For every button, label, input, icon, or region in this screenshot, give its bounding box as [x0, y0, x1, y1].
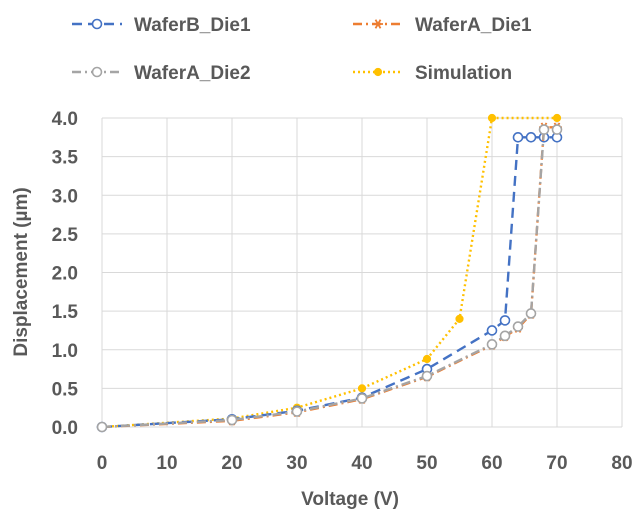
data-point	[486, 325, 498, 336]
data-point	[96, 421, 108, 433]
data-point	[552, 113, 562, 123]
x-tick-label: 40	[351, 453, 372, 474]
data-point	[499, 330, 511, 342]
legend-label: WaferA_Die1	[415, 15, 532, 36]
data-point	[226, 414, 238, 426]
x-tick-label: 30	[286, 453, 307, 474]
data-point	[538, 124, 550, 135]
legend-label: WaferA_Die2	[134, 63, 251, 84]
x-tick-label: 0	[97, 453, 108, 474]
y-tick-label: 2.5	[52, 225, 79, 246]
data-point	[356, 393, 368, 404]
data-point	[486, 339, 498, 350]
y-tick-label: 0.5	[52, 379, 79, 400]
data-point	[551, 124, 563, 135]
data-point	[525, 132, 537, 143]
x-tick-label: 50	[416, 453, 437, 474]
legend-item: Simulation	[353, 63, 512, 84]
data-point	[512, 132, 524, 143]
tick-labels: 0 10 20 30 40 50 60 70 80 0.0 0.5 1.0 1.5 2.0 2.5 3.0 3.…	[52, 109, 633, 474]
data-point	[357, 384, 367, 393]
y-tick-label: 1.5	[52, 302, 79, 323]
legend-marker	[373, 19, 383, 29]
y-tick-label: 3.5	[52, 148, 79, 169]
y-tick-label: 2.0	[52, 264, 78, 285]
x-tick-label: 10	[156, 453, 177, 474]
x-tick-label: 80	[611, 453, 632, 474]
x-tick-label: 20	[221, 453, 242, 474]
series-line	[101, 116, 557, 429]
legend: WaferB_Die1 WaferA_Die1 WaferA_Die2 Simulat…	[72, 15, 532, 84]
legend-marker	[373, 67, 383, 77]
y-tick-label: 1.0	[52, 341, 78, 362]
data-point	[512, 321, 524, 332]
data-point	[291, 406, 303, 417]
data-point	[487, 113, 497, 123]
data-point	[422, 354, 432, 364]
y-tick-label: 4.0	[52, 109, 78, 130]
series-layer	[96, 113, 563, 433]
series-line	[101, 126, 557, 429]
y-axis-title: Displacement (µm)	[11, 187, 32, 356]
data-point	[499, 315, 511, 326]
gridlines	[101, 117, 623, 428]
x-axis-title: Voltage (V)	[301, 489, 399, 510]
series-line	[101, 128, 557, 429]
series-line	[101, 136, 557, 429]
legend-label: WaferB_Die1	[134, 15, 251, 36]
data-point	[421, 370, 433, 382]
legend-item: WaferB_Die1	[72, 15, 251, 36]
legend-item: WaferA_Die2	[72, 63, 251, 84]
x-tick-label: 60	[481, 453, 502, 474]
data-point	[525, 308, 537, 319]
legend-marker	[91, 18, 103, 30]
legend-marker	[91, 66, 103, 78]
y-tick-label: 3.0	[52, 186, 78, 207]
data-point	[455, 314, 464, 323]
x-tick-label: 70	[546, 453, 567, 474]
legend-item: WaferA_Die1	[353, 15, 532, 36]
marker-stroke	[374, 19, 382, 29]
y-tick-label: 0.0	[52, 418, 78, 439]
legend-label: Simulation	[415, 63, 512, 84]
series-WaferA_Die2	[96, 124, 563, 433]
